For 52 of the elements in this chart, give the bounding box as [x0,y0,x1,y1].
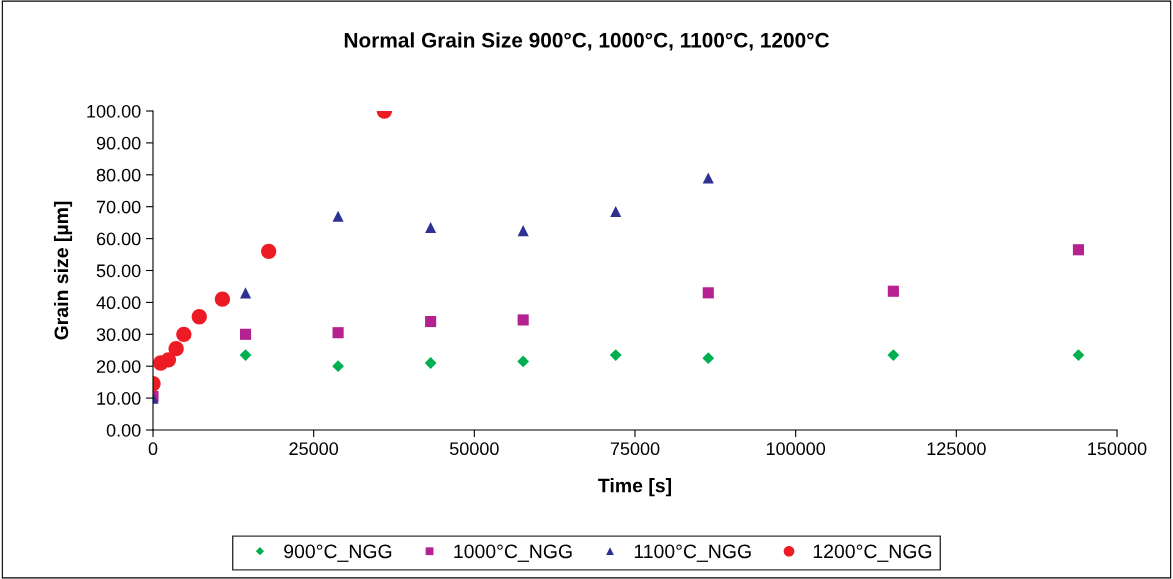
y-tick-label: 80.00 [96,168,141,182]
x-tick-label: 50000 [449,442,499,456]
point [425,221,437,233]
point [168,341,184,357]
x-tick-label: 150000 [1088,442,1147,456]
y-tick-label: 0.00 [106,423,141,437]
point [517,355,530,368]
y-tick-label: 50.00 [96,264,141,278]
point [517,225,529,237]
point [887,349,900,361]
point [160,352,177,368]
point [425,315,437,328]
y-tick-label: 20.00 [96,360,141,373]
point [887,285,899,297]
point [702,287,714,299]
point [332,360,344,373]
legend-label: 1200°C_NGG [813,544,932,562]
y-tick-label: 40.00 [96,296,141,310]
point [517,314,529,326]
point [702,352,715,365]
y-axis-title: Grain size [µm] [53,201,73,340]
point [1072,244,1084,256]
point [332,327,344,339]
y-tick-label: 70.00 [96,200,141,214]
point [214,291,231,307]
point [332,210,344,222]
point [702,172,714,184]
chart-title: Normal Grain Size 900°C, 1000°C, 1100°C, 1200°C [344,32,830,51]
y-tick-label: 60.00 [96,232,141,246]
point [261,243,277,259]
y-tick-label: 30.00 [96,328,141,342]
x-tick-label: 25000 [289,442,339,456]
legend-label: 900°C_NGG [284,544,392,562]
legend-label: 1100°C_NGG [634,544,751,562]
x-axis-title: Time [s] [598,478,672,497]
point [609,349,622,361]
point [191,309,207,325]
x-tick-label: 100000 [766,442,826,456]
x-tick-label: 125000 [927,442,986,456]
y-tick-label: 100.00 [87,104,141,118]
point [610,205,622,218]
point [1072,349,1085,361]
legend-label: 1000°C_NGG [454,544,572,562]
y-tick-label: 90.00 [96,136,141,150]
point [239,349,252,361]
point [176,326,192,342]
x-tick-label: 0 [148,442,158,456]
x-tick-label: 75000 [610,442,660,456]
point [239,287,252,299]
y-tick-label: 10.00 [97,392,141,405]
point [424,357,437,369]
point [239,328,252,340]
